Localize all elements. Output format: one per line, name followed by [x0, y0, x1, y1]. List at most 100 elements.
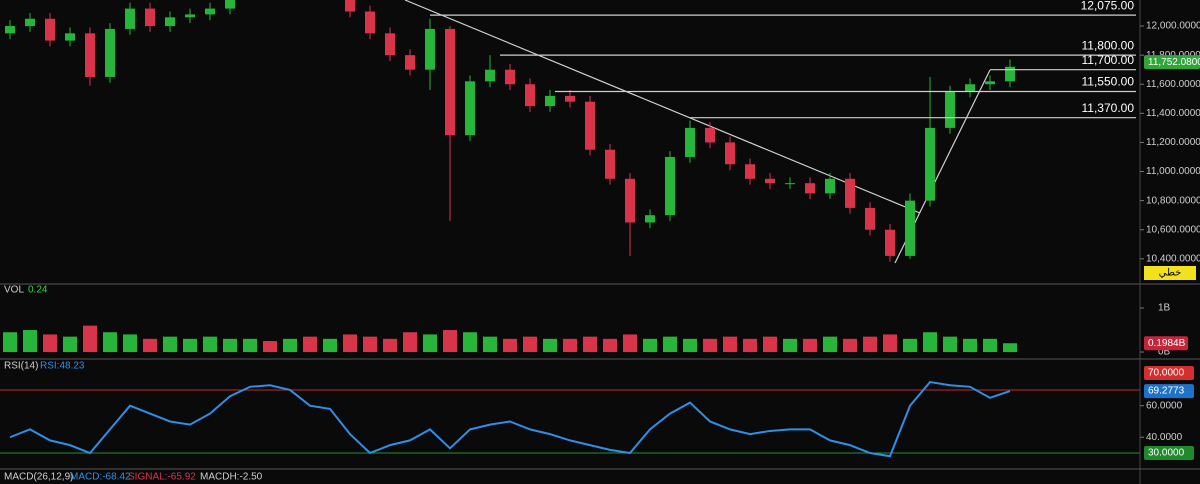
- y-tick-label: 60.0000: [1146, 400, 1183, 411]
- volume-bar: [3, 332, 17, 353]
- candle-body: [25, 18, 35, 27]
- volume-bar: [283, 338, 297, 353]
- volume-bar: [963, 338, 977, 353]
- volume-bar: [223, 338, 237, 353]
- y-tick-label: 10,800.0000: [1146, 195, 1200, 206]
- band-tag: [1144, 365, 1194, 380]
- candle-body: [945, 91, 955, 128]
- volume-bar: [823, 336, 837, 353]
- volume-bar: [523, 336, 537, 353]
- candle-body: [485, 69, 495, 82]
- y-tick-label: 30.0000: [1148, 448, 1185, 459]
- volume-bar: [663, 336, 677, 353]
- volume-bar: [163, 336, 177, 353]
- volume-bar: [683, 338, 697, 353]
- y-tick-label: 40.0000: [1146, 432, 1183, 443]
- candle-body: [125, 8, 135, 29]
- candle-body: [185, 14, 195, 18]
- rsi-last-tag: [1144, 384, 1194, 399]
- y-tick-label: 10,400.0000: [1146, 253, 1200, 264]
- volume-bar: [63, 336, 77, 353]
- candle-body: [45, 18, 55, 41]
- macdh-value: MACDH:-2.50: [200, 472, 263, 483]
- volume-bar: [1003, 343, 1017, 353]
- y-tick-label: 1B: [1158, 303, 1171, 314]
- candle-body: [425, 28, 435, 70]
- candle-body: [645, 215, 655, 223]
- candle-body: [625, 178, 635, 223]
- volume-bar: [483, 336, 497, 353]
- volume-bar: [43, 334, 57, 353]
- volume-bar: [83, 325, 97, 353]
- volume-bar: [443, 330, 457, 353]
- tag-label: خطي: [1159, 268, 1182, 279]
- volume-bar: [863, 336, 877, 353]
- volume-bar: [203, 336, 217, 353]
- trend-line: [404, 0, 921, 214]
- candle-body: [685, 127, 695, 157]
- volume-bar: [723, 336, 737, 353]
- rsi-title: RSI(14): [4, 361, 38, 372]
- volume-bar: [23, 330, 37, 353]
- candle-body: [385, 33, 395, 56]
- volume-bar: [503, 338, 517, 353]
- candle-body: [145, 8, 155, 27]
- volume-bar: [803, 338, 817, 353]
- volume-bar: [883, 334, 897, 353]
- rsi-value: RSI:48.23: [40, 361, 85, 372]
- volume-bar: [923, 332, 937, 353]
- volume-bar: [943, 336, 957, 353]
- last-price-label: 11,752.0800: [1148, 57, 1200, 68]
- last-volume-tag: [1144, 336, 1188, 351]
- volume-bar: [703, 338, 717, 353]
- volume-bar: [843, 338, 857, 353]
- macd-value: MACD:-68.42: [70, 472, 131, 483]
- volume-bar: [983, 338, 997, 353]
- band-tag: [1144, 446, 1194, 461]
- candle-body: [225, 0, 235, 9]
- candle-body: [785, 183, 795, 185]
- volume-bar: [583, 336, 597, 353]
- price-plot: [5, 0, 1015, 262]
- level-label: 11,700.00: [1082, 53, 1135, 67]
- candle-body: [205, 8, 215, 15]
- volume-bar: [563, 338, 577, 353]
- volume-bar: [743, 338, 757, 353]
- candle-body: [725, 142, 735, 165]
- candle-body: [805, 183, 815, 194]
- candle-body: [765, 178, 775, 184]
- candle-body: [745, 164, 755, 179]
- volume-bar: [623, 334, 637, 353]
- candle-body: [605, 149, 615, 179]
- candle-body: [445, 28, 455, 136]
- volume-bar: [903, 338, 917, 353]
- volume-bar: [383, 338, 397, 353]
- volume-bar: [183, 338, 197, 353]
- candle-body: [585, 101, 595, 150]
- vol-value: 0.24: [28, 285, 48, 296]
- y-tick-label: 11,400.0000: [1146, 108, 1200, 119]
- candle-body: [525, 84, 535, 107]
- candle-body: [365, 11, 375, 34]
- y-tick-label: 12,000.0000: [1146, 21, 1200, 32]
- level-label: 11,370.00: [1082, 101, 1135, 115]
- vol-title: VOL: [4, 285, 24, 296]
- level-label: 12,075.00: [1081, 0, 1135, 12]
- rsi-line: [9, 380, 1011, 458]
- candle-body: [925, 127, 935, 201]
- y-tick-label: 70.0000: [1148, 368, 1185, 379]
- candle-body: [885, 229, 895, 256]
- volume-bar: [763, 336, 777, 353]
- volume-bar: [303, 336, 317, 353]
- candle-body: [825, 178, 835, 194]
- volume-bar: [103, 332, 117, 353]
- last-price-tag: [1144, 55, 1200, 70]
- candle-body: [405, 55, 415, 70]
- level-label: 11,550.00: [1082, 75, 1135, 89]
- volume-bar: [423, 334, 437, 353]
- candle-body: [85, 33, 95, 77]
- candle-body: [345, 0, 355, 12]
